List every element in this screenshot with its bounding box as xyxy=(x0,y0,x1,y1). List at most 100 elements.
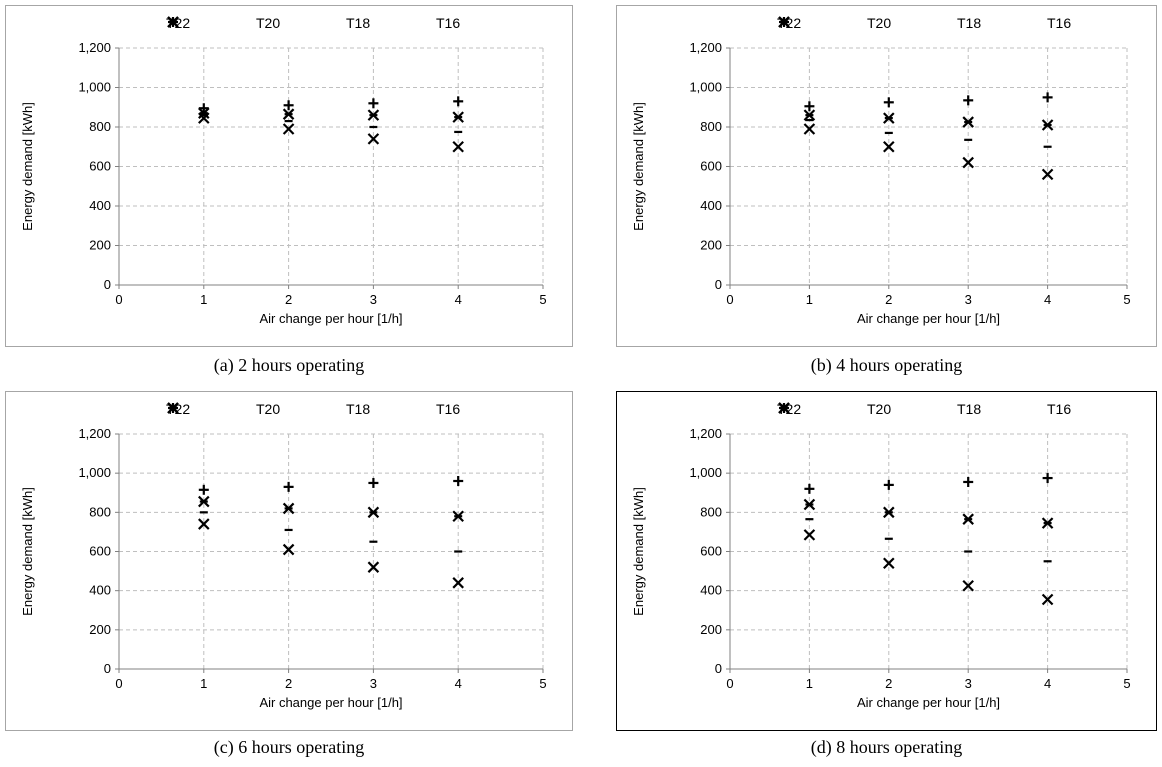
legend-label: T16 xyxy=(1047,15,1072,31)
chart-c-plot: 0 200 400 600 800 1,000 1,200 0 1 2 3 4 5 Air change … xyxy=(20,426,547,710)
point-T22-2 xyxy=(883,97,894,108)
point-T20-4 xyxy=(1041,517,1054,529)
y-tick-label: 800 xyxy=(89,119,111,134)
y-tick-label: 200 xyxy=(700,622,722,637)
point-T16-3 xyxy=(367,133,380,145)
point-T16-4 xyxy=(452,140,464,153)
legend-marker-x-icon xyxy=(167,402,179,414)
point-T20-2 xyxy=(883,112,895,124)
y-tick-label: 200 xyxy=(89,622,111,637)
legend-item: T16 xyxy=(778,15,1137,31)
x-tick-label: 0 xyxy=(115,676,122,691)
x-tick-label: 4 xyxy=(455,292,462,307)
y-tick-label: 600 xyxy=(89,544,111,559)
x-tick-label: 5 xyxy=(539,676,546,691)
y-axis-label: Energy demand [kWh] xyxy=(631,487,646,616)
point-T22-2 xyxy=(883,479,894,490)
point-T20-3 xyxy=(962,116,974,128)
point-T16-4 xyxy=(1041,168,1054,181)
y-axis-label: Energy demand [kWh] xyxy=(631,102,646,231)
panel-a: T22 T20 T18 T16 0 200 400 600 800 1,000 1,200 0 1 2 3… xyxy=(5,5,573,383)
x-tick-label: 4 xyxy=(455,676,462,691)
x-tick-label: 5 xyxy=(1123,292,1130,307)
x-tick-label: 1 xyxy=(200,676,207,691)
legend-item: T16 xyxy=(167,15,526,31)
point-T16-4 xyxy=(1041,593,1054,606)
chart-d-legend: T22 T20 T18 T16 xyxy=(777,401,1137,417)
point-T20-1 xyxy=(198,495,210,508)
point-T20-2 xyxy=(282,502,295,515)
legend-label: T20 xyxy=(256,15,281,31)
legend-label: T16 xyxy=(1047,401,1072,417)
point-T16-2 xyxy=(883,140,895,153)
x-tick-label: 5 xyxy=(539,292,546,307)
point-T20-4 xyxy=(452,111,464,123)
point-T20-3 xyxy=(367,109,380,121)
x-tick-label: 3 xyxy=(965,676,972,691)
y-tick-label: 0 xyxy=(715,661,722,676)
point-T16-2 xyxy=(282,543,295,556)
chart-d-plot: 0 200 400 600 800 1,000 1,200 0 1 2 3 4 5 Air change … xyxy=(631,426,1131,710)
legend-item: T16 xyxy=(778,401,1137,417)
x-tick-label: 3 xyxy=(370,292,377,307)
chart-c-caption: (c) 6 hours operating xyxy=(213,737,365,757)
point-T16-3 xyxy=(367,561,380,573)
x-tick-label: 0 xyxy=(726,292,733,307)
panel-c: T22 T20 T18 T16 0 200 400 600 800 1,000 1,200 0 1 2 3… xyxy=(5,391,573,767)
chart-a-legend: T22 T20 T18 T16 xyxy=(166,15,526,31)
y-tick-label: 200 xyxy=(700,238,722,253)
x-tick-label: 1 xyxy=(806,676,813,691)
point-T16-2 xyxy=(883,557,895,570)
point-T16-1 xyxy=(803,123,816,135)
point-T22-4 xyxy=(1042,92,1053,103)
y-tick-label: 0 xyxy=(104,277,111,292)
legend-marker-x-icon xyxy=(167,16,179,28)
point-T20-3 xyxy=(962,513,974,525)
y-tick-label: 1,200 xyxy=(78,40,111,55)
x-tick-label: 0 xyxy=(726,676,733,691)
x-axis-label: Air change per hour [1/h] xyxy=(857,311,1000,326)
chart-d-caption: (d) 8 hours operating xyxy=(810,737,963,757)
x-tick-label: 1 xyxy=(806,292,813,307)
chart-b-legend: T22 T20 T18 T16 xyxy=(777,15,1137,31)
panel-b: T22 T20 T18 T16 0 200 400 600 800 1,000 1,200 0 1 2 3… xyxy=(616,5,1157,383)
point-T20-2 xyxy=(282,108,295,120)
point-T20-2 xyxy=(883,506,895,519)
y-axis-label: Energy demand [kWh] xyxy=(20,487,35,616)
point-T16-4 xyxy=(452,577,464,589)
point-T22-3 xyxy=(963,476,974,487)
y-tick-label: 400 xyxy=(89,198,111,213)
chart-a-caption: (a) 2 hours operating xyxy=(213,355,365,375)
y-tick-label: 400 xyxy=(89,583,111,598)
x-tick-label: 5 xyxy=(1123,676,1130,691)
y-tick-label: 0 xyxy=(104,661,111,676)
point-T22-2 xyxy=(283,100,294,111)
legend-label: T18 xyxy=(346,15,371,31)
legend-label: T20 xyxy=(256,401,281,417)
point-T22-1 xyxy=(198,103,209,114)
chart-d-frame: T22 T20 T18 T16 0 200 400 600 800 1,000 1,200 0 1 2 3… xyxy=(616,391,1157,731)
x-tick-label: 4 xyxy=(1044,292,1051,307)
x-axis-label: Air change per hour [1/h] xyxy=(259,311,402,326)
legend-label: T18 xyxy=(957,401,982,417)
chart-a-frame: T22 T20 T18 T16 0 200 400 600 800 1,000 1,200 0 1 2 3… xyxy=(5,5,573,347)
point-T22-4 xyxy=(453,96,464,107)
y-tick-label: 800 xyxy=(700,119,722,134)
legend-label: T20 xyxy=(867,15,892,31)
legend-label: T18 xyxy=(346,401,371,417)
point-T20-1 xyxy=(198,107,210,119)
chart-b-frame: T22 T20 T18 T16 0 200 400 600 800 1,000 1,200 0 1 2 3… xyxy=(616,5,1157,347)
point-T22-3 xyxy=(963,95,974,106)
x-tick-label: 3 xyxy=(370,676,377,691)
point-T22-4 xyxy=(453,476,464,486)
y-tick-label: 400 xyxy=(700,583,722,598)
point-T16-3 xyxy=(962,579,974,592)
point-T22-1 xyxy=(804,101,815,112)
y-tick-label: 400 xyxy=(700,198,722,213)
x-tick-label: 4 xyxy=(1044,676,1051,691)
x-tick-label: 2 xyxy=(885,292,892,307)
y-tick-label: 1,000 xyxy=(78,80,111,95)
point-T22-1 xyxy=(198,484,209,495)
y-tick-label: 600 xyxy=(700,159,722,174)
legend-label: T16 xyxy=(436,15,461,31)
